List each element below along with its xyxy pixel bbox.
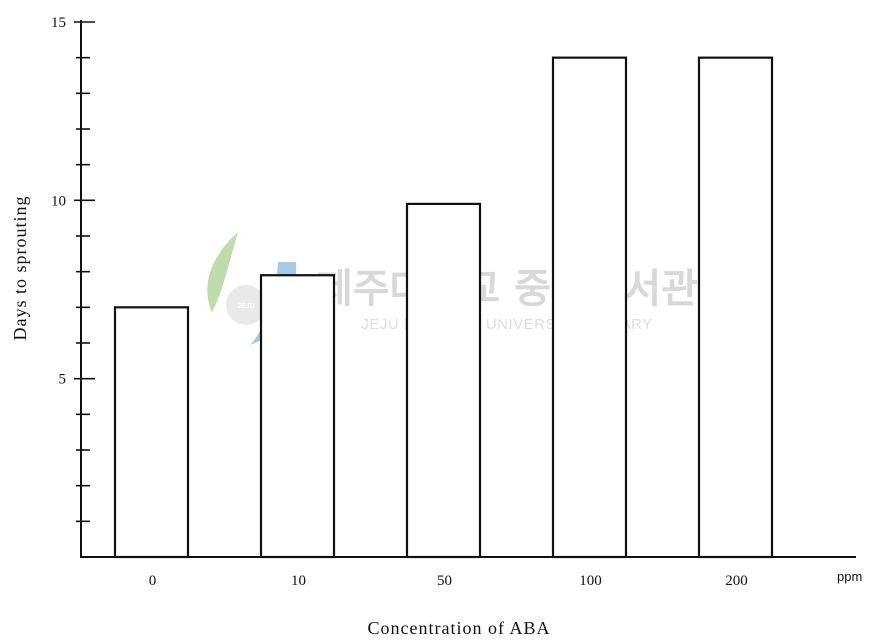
y-tick-label-10: 10 [51, 193, 66, 209]
watermark-logo-leaf [207, 232, 238, 312]
watermark-badge-text: JEJU [237, 303, 255, 310]
x-tick-labels-group: 0 10 50 100 200 [149, 573, 748, 589]
x-tick-label-200: 200 [725, 573, 748, 589]
x-tick-label-0: 0 [149, 573, 157, 589]
x-unit-label: ppm [837, 569, 862, 584]
y-tick-label-15: 15 [51, 15, 66, 31]
bar-50 [405, 202, 482, 559]
watermark-korean-text: 제주대학교 중앙도서관 [316, 266, 698, 312]
watermark-logo-badge [226, 285, 266, 325]
x-axis-title: Concentration of ABA [368, 618, 551, 638]
y-tick-label-5: 5 [59, 372, 67, 388]
bar-0 [113, 306, 190, 559]
x-tick-label-10: 10 [291, 573, 306, 589]
bar-200 [697, 56, 774, 559]
bar-10 [259, 274, 336, 559]
x-tick-label-100: 100 [579, 573, 602, 589]
x-tick-label-50: 50 [437, 573, 452, 589]
y-axis-title: Days to sprouting [10, 196, 30, 341]
bar-100 [551, 56, 628, 559]
y-ticks-group: 5 10 15 [51, 15, 95, 523]
